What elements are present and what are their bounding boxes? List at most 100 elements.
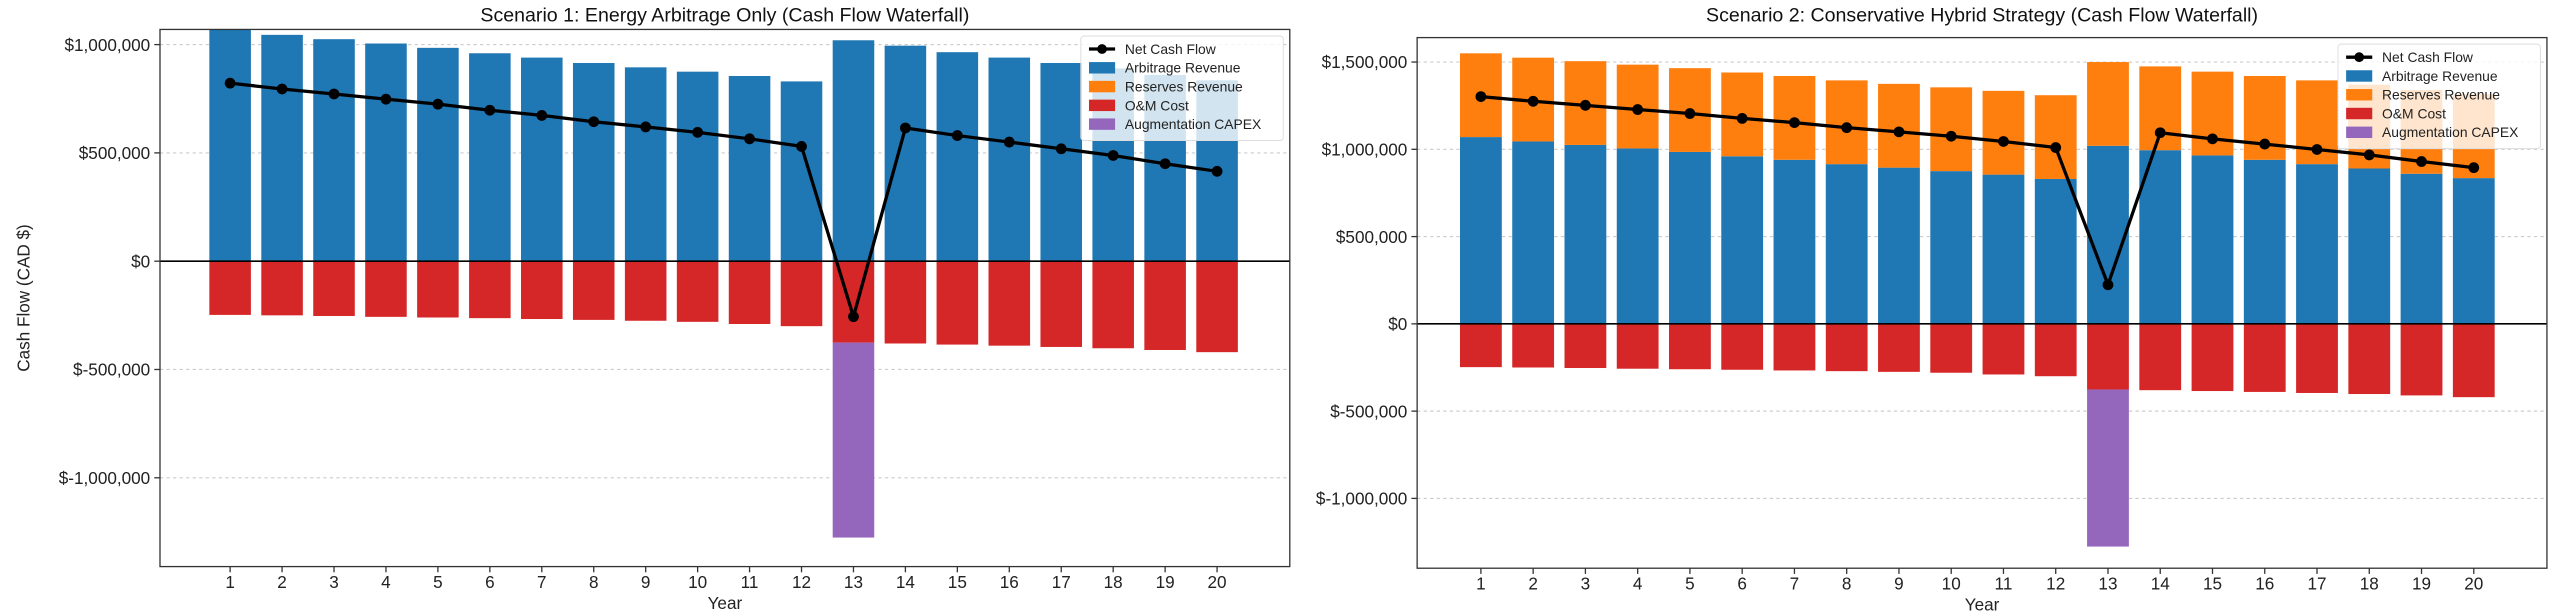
net-cash-flow-point-year-4	[1632, 104, 1644, 115]
bar-o-m-cost-year-1	[209, 261, 251, 315]
bar-arbitrage-revenue-year-9	[1878, 167, 1920, 324]
bar-arbitrage-revenue-year-12	[2034, 178, 2077, 324]
x-tick-label: 9	[641, 572, 651, 592]
bar-arbitrage-revenue-year-3	[313, 39, 355, 262]
legend-marker-swatch	[1097, 44, 1107, 54]
y-tick-label: $1,500,000	[1322, 52, 1408, 72]
net-cash-flow-line	[1480, 94, 2474, 290]
x-tick-label: 3	[1581, 573, 1591, 593]
chart-title: Scenario 2: Conservative Hybrid Strategy…	[1706, 4, 2258, 26]
bar-arbitrage-revenue-year-6	[1721, 156, 1764, 324]
net-cash-flow-point-year-3	[1580, 99, 1591, 111]
bar-reserves-revenue-year-9	[1878, 83, 1920, 168]
bar-o-m-cost-year-16	[988, 261, 1031, 346]
chart-panel-1: $1,000,000 $500,000 $0 $-500,000 $-1,000,000…	[13, 4, 1291, 613]
x-axis-label: Year	[1965, 595, 2000, 613]
bar-arbitrage-revenue-year-2	[1512, 141, 1555, 324]
bar-o-m-cost-year-9	[624, 261, 667, 321]
bar-o-m-cost-year-8	[572, 261, 615, 320]
x-tick-label: 19	[2412, 573, 2431, 593]
legend-label: Reserves Revenue	[1125, 78, 1243, 94]
chart-title: Scenario 1: Energy Arbitrage Only (Cash …	[480, 4, 969, 26]
net-cash-flow-point-year-14	[900, 122, 911, 134]
bar-o-m-cost-year-2	[261, 261, 303, 316]
y-tick-label: $1,000,000	[64, 35, 150, 55]
bar-o-m-cost-year-15	[936, 261, 979, 345]
bar-o-m-cost-year-14	[2139, 323, 2182, 391]
net-cash-flow-point-year-4	[380, 93, 392, 105]
bar-o-m-cost-year-2	[1512, 323, 1555, 368]
bar-arbitrage-revenue-year-14	[884, 45, 927, 262]
bar-reserves-revenue-year-10	[1930, 87, 1973, 172]
net-cash-flow-point-year-18	[1107, 150, 1119, 161]
legend-color-swatch	[2346, 70, 2373, 82]
y-tick-label: $500,000	[1336, 227, 1407, 247]
x-tick-label: 12	[2046, 573, 2065, 593]
net-cash-flow-point-year-11	[1998, 136, 2009, 147]
bar-arbitrage-revenue-year-10	[1930, 171, 1973, 324]
net-cash-flow-point-year-16	[2259, 138, 2271, 150]
bar-arbitrage-revenue-year-6	[469, 53, 511, 262]
bar-o-m-cost-year-17	[1040, 261, 1083, 347]
legend-color-swatch	[2346, 126, 2373, 139]
net-cash-flow-point-year-12	[796, 141, 807, 152]
bar-o-m-cost-year-6	[1721, 323, 1764, 370]
x-tick-label: 8	[589, 572, 599, 592]
x-tick-label: 9	[1894, 573, 1904, 593]
x-tick-label: 20	[1208, 572, 1227, 592]
bar-arbitrage-revenue-year-11	[728, 76, 771, 262]
legend-item-o-m-cost: O&M Cost	[1088, 97, 1189, 113]
y-tick-label: $500,000	[79, 143, 150, 163]
bar-arbitrage-revenue-year-12	[780, 81, 823, 262]
net-cash-flow-point-year-14	[2154, 127, 2166, 139]
x-tick-label: 10	[1942, 573, 1961, 593]
net-cash-flow-point-year-7	[1789, 117, 1800, 128]
bar-reserves-revenue-year-11	[1982, 90, 2025, 175]
y-tick-label: $0	[131, 251, 150, 271]
bar-o-m-cost-year-7	[521, 261, 563, 320]
net-cash-flow-point-year-17	[2311, 144, 2323, 155]
x-tick-label: 20	[2464, 573, 2483, 593]
bar-arbitrage-revenue-year-11	[1982, 174, 2025, 324]
x-tick-label: 5	[433, 572, 443, 592]
bar-arbitrage-revenue-year-8	[572, 63, 615, 262]
legend: Net Cash Flow Arbitrage Revenue Reserves R…	[1080, 35, 1284, 141]
legend-color-swatch	[2346, 89, 2373, 101]
legend-box	[1080, 35, 1284, 141]
x-tick-label: 10	[688, 572, 707, 592]
net-cash-flow-point-year-10	[692, 126, 704, 138]
bar-arbitrage-revenue-year-4	[1616, 148, 1659, 324]
net-cash-flow-point-year-1	[1475, 91, 1487, 102]
y-axis-label: Cash Flow (CAD $)	[13, 224, 33, 372]
bar-arbitrage-revenue-year-18	[2348, 168, 2391, 324]
legend-item-o-m-cost: O&M Cost	[2346, 105, 2446, 121]
net-cash-flow-point-year-2	[1527, 95, 1539, 107]
net-cash-flow-point-year-5	[1684, 108, 1696, 119]
legend-item-reserves-revenue: Reserves Revenue	[2346, 87, 2500, 103]
net-cash-flow-point-year-18	[2363, 149, 2375, 161]
legend-label: Augmentation CAPEX	[1125, 116, 1261, 132]
legend-marker-swatch	[2354, 52, 2365, 63]
bar-arbitrage-revenue-year-16	[2243, 159, 2286, 324]
x-tick-label: 5	[1685, 573, 1695, 593]
y-tick-label: $0	[1388, 314, 1407, 334]
y-tick-label: $-500,000	[1330, 401, 1407, 421]
bar-arbitrage-revenue-year-13	[832, 40, 875, 262]
bar-arbitrage-revenue-year-13	[2087, 145, 2129, 324]
bar-o-m-cost-year-19	[1144, 261, 1186, 350]
bar-reserves-revenue-year-8	[1825, 80, 1868, 165]
net-cash-flow-point-year-16	[1003, 136, 1015, 148]
bar-o-m-cost-year-10	[1930, 323, 1973, 373]
net-cash-flow-point-year-9	[1893, 126, 1905, 138]
bar-arbitrage-revenue-year-7	[521, 57, 563, 262]
bar-o-m-cost-year-17	[2296, 323, 2338, 393]
net-cash-flow-point-year-5	[432, 98, 444, 110]
bar-o-m-cost-year-3	[313, 261, 355, 316]
x-tick-label: 7	[537, 572, 547, 592]
bar-o-m-cost-year-10	[676, 261, 719, 322]
legend-label: Reserves Revenue	[2382, 87, 2500, 103]
bar-o-m-cost-year-8	[1825, 323, 1868, 372]
legend-box	[2337, 43, 2541, 150]
x-tick-label: 2	[1528, 573, 1538, 593]
